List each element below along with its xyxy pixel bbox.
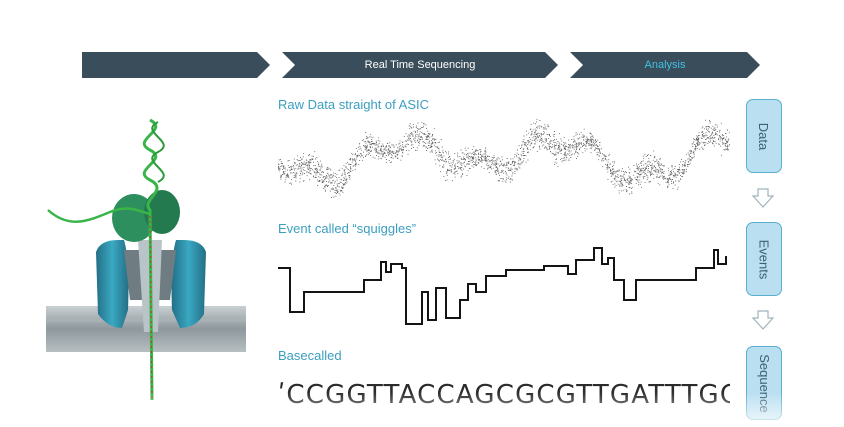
pipeline-step-data: Data [746,99,782,173]
pipeline-step-sequence: Sequence [746,346,782,420]
arrow-down-icon [752,188,774,208]
nanopore-illustration [46,118,246,400]
basecalled-title: Basecalled [278,348,342,363]
step-bar-real-time-sequencing: Real Time Sequencing [282,52,558,78]
raw-signal-plot [278,118,730,198]
pore-protein [96,240,129,328]
pipeline-step-label: Sequence [756,353,772,413]
step-bar-label: Real Time Sequencing [364,59,476,71]
pipeline-step-events: Events [746,222,782,296]
step-bar-prepare [82,52,270,78]
raw-signal-points [278,118,730,198]
step-bar-label: Analysis [644,59,686,71]
step-bar-analysis: Analysis [570,52,760,78]
arrow-down-icon [752,310,774,330]
basecalled-sequence: ʹCCGGTTACCAGCGCGTTGATTTGCT [278,380,730,410]
raw-data-title: Raw Data straight of ASIC [278,97,430,112]
dna-strand [142,118,159,400]
squiggle-trace [278,247,727,325]
events-title: Event called “squiggles” [278,221,417,236]
pipeline-step-label: Data [756,122,772,150]
pipeline-step-label: Events [756,239,772,279]
